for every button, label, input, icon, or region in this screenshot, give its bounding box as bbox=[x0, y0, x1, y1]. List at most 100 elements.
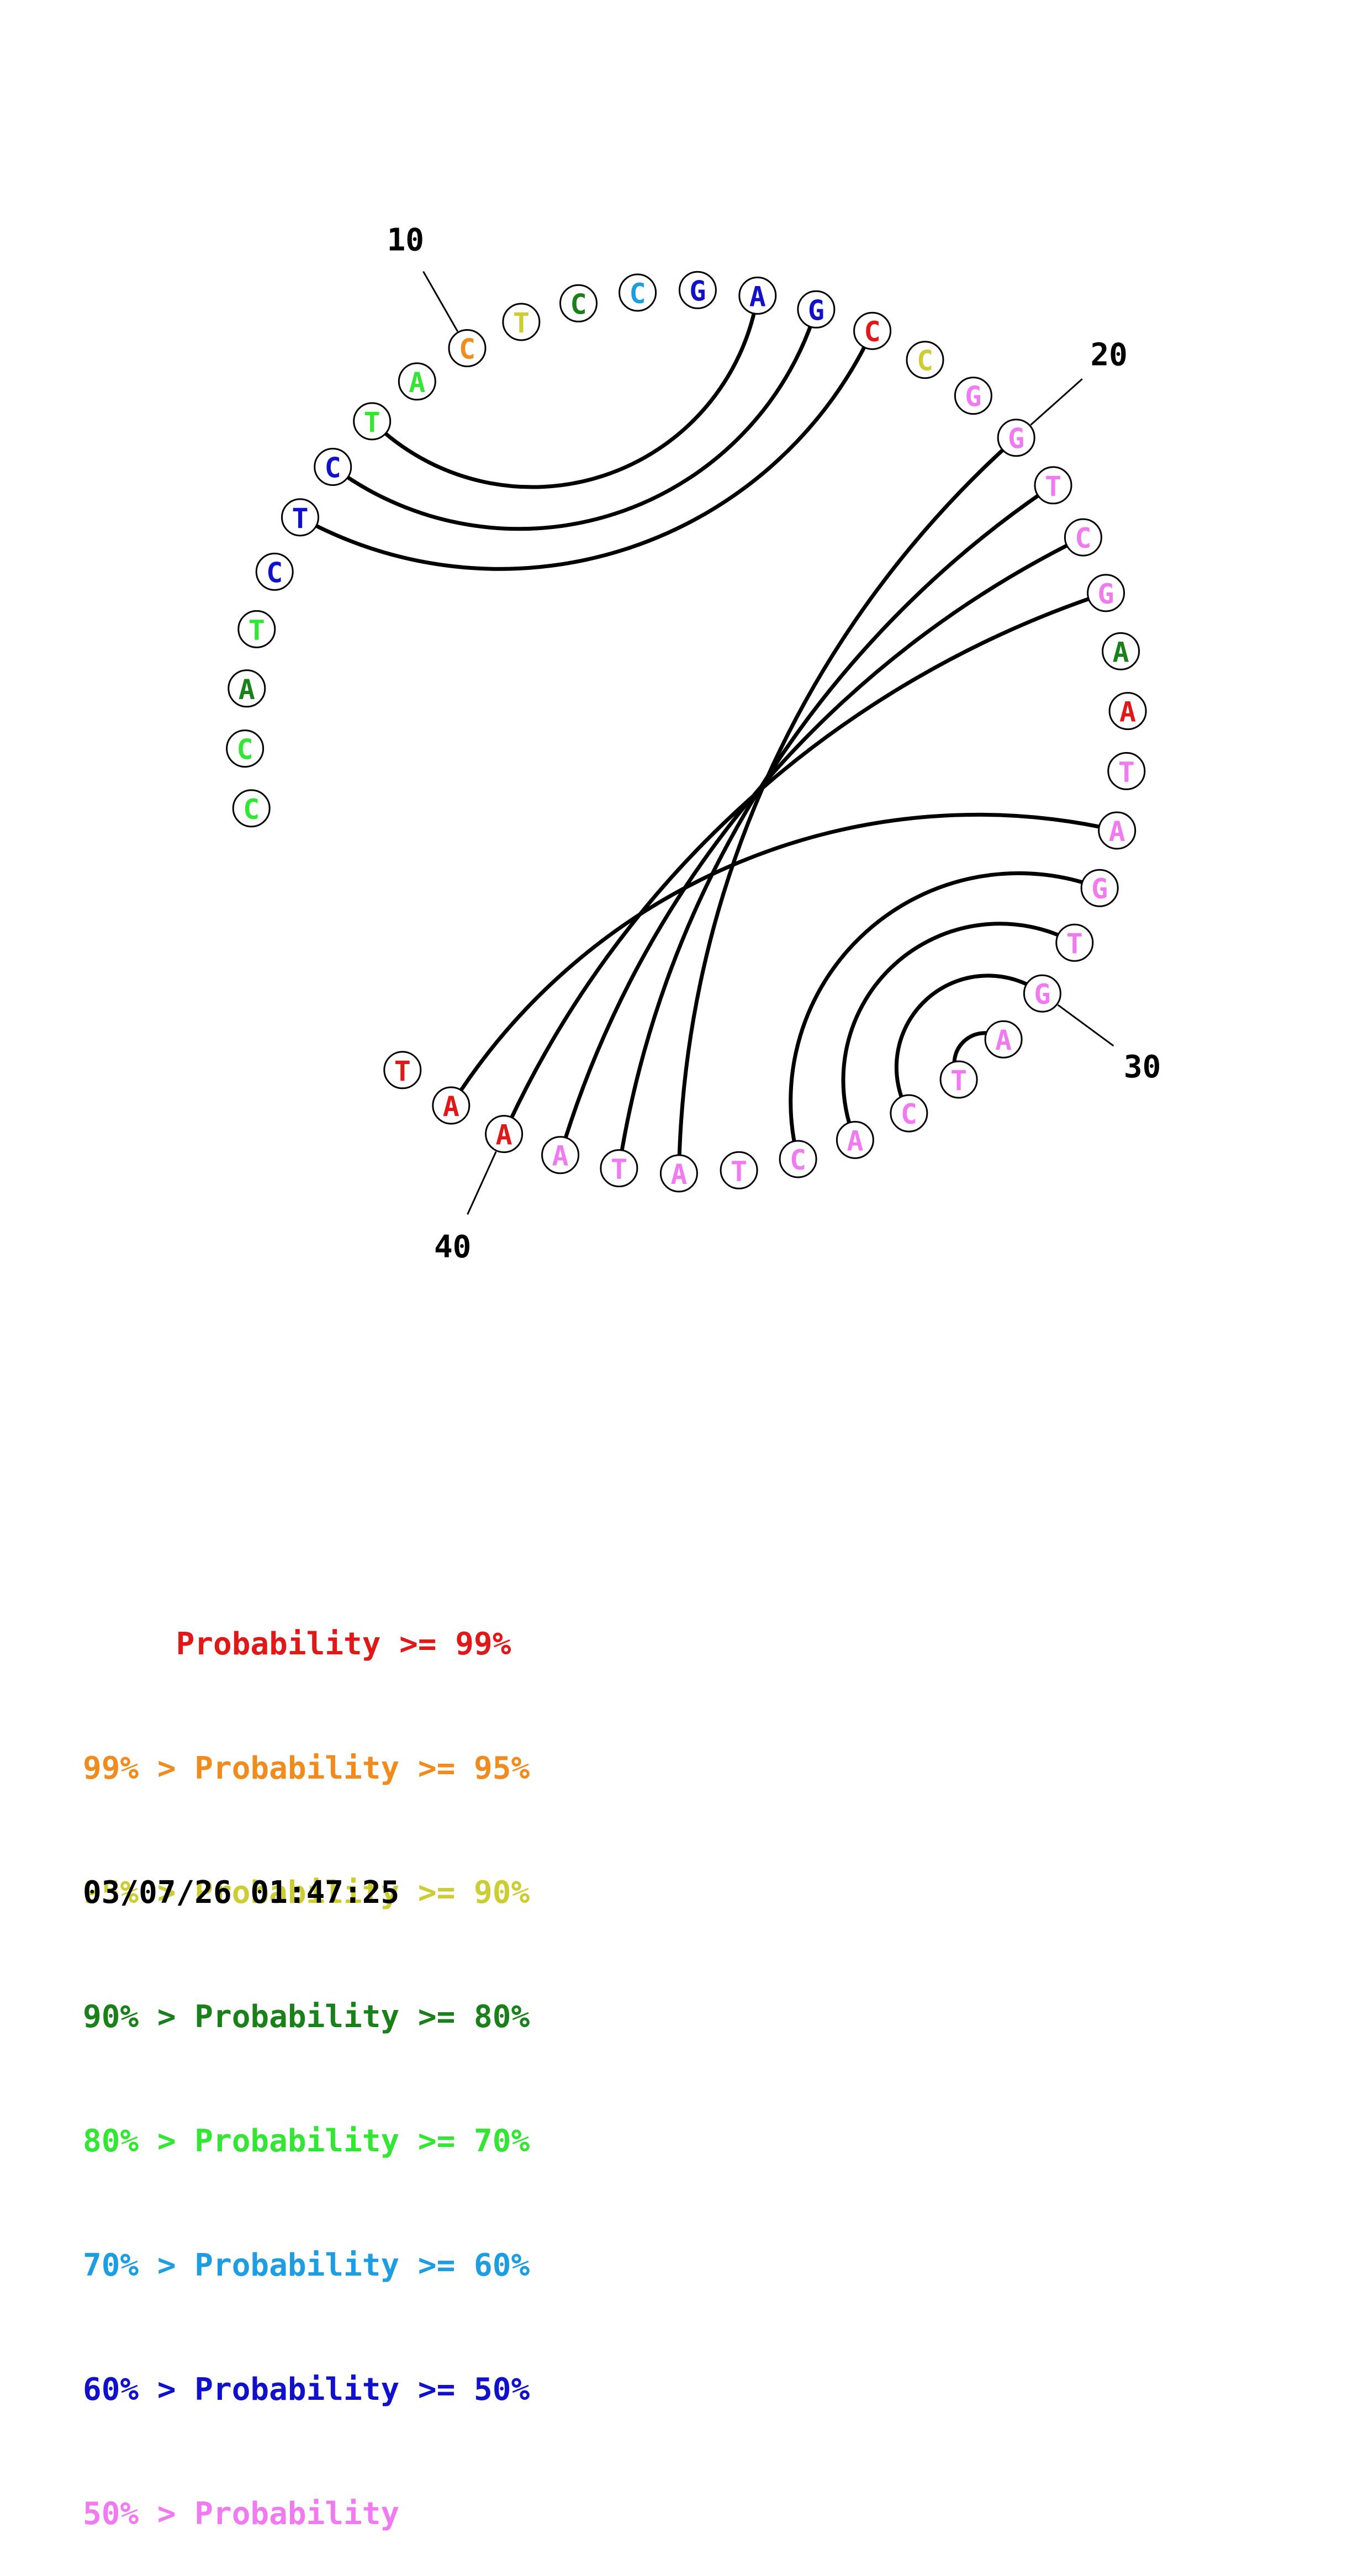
position-tick bbox=[1030, 378, 1083, 426]
nucleotide-letter: C bbox=[790, 1144, 806, 1176]
nucleotide-letter: A bbox=[443, 1091, 459, 1123]
nucleotide-circle bbox=[485, 1115, 524, 1154]
nucleotide-node: C bbox=[448, 329, 487, 367]
nucleotide-letter: A bbox=[239, 674, 255, 706]
base-pair-arc bbox=[331, 309, 818, 531]
nucleotide-circle bbox=[228, 669, 266, 708]
nucleotide-circle bbox=[997, 419, 1035, 457]
nucleotide-letter: G bbox=[1008, 423, 1024, 455]
position-label: 30 bbox=[1124, 1049, 1161, 1085]
nucleotide-node: T bbox=[1034, 466, 1072, 505]
nucleotide-node: A bbox=[228, 669, 266, 708]
nucleotide-circle bbox=[890, 1094, 928, 1133]
nucleotide-node: T bbox=[353, 402, 392, 441]
nucleotide-node: T bbox=[383, 1051, 422, 1089]
nucleotide-circle bbox=[1087, 574, 1125, 612]
nucleotide-node: A bbox=[836, 1120, 874, 1159]
legend-row-4: 80% > Probability >= 70% bbox=[83, 2123, 530, 2159]
position-label: 10 bbox=[387, 223, 424, 258]
nucleotide-circle bbox=[984, 1020, 1023, 1059]
nucleotide-node: T bbox=[502, 303, 541, 341]
nucleotide-letter: C bbox=[570, 288, 586, 320]
position-labels: 10 20 30 40 bbox=[387, 223, 1161, 1265]
nucleotide-letter: T bbox=[394, 1055, 411, 1087]
nucleotide-circle bbox=[255, 552, 294, 591]
nucleotide-circle bbox=[1064, 518, 1102, 557]
nucleotide-circle bbox=[954, 377, 992, 415]
nucleotide-letter: T bbox=[611, 1154, 627, 1186]
legend-row-3: 90% > Probability >= 80% bbox=[83, 1999, 530, 2035]
nucleotide-circle bbox=[720, 1151, 758, 1189]
base-pair-arc bbox=[371, 295, 760, 489]
nucleotide-circle bbox=[541, 1136, 580, 1175]
nucleotide-letter: C bbox=[1075, 522, 1091, 554]
nucleotide-letter: C bbox=[459, 334, 475, 366]
nucleotide-node: A bbox=[432, 1086, 471, 1125]
nucleotide-node: C bbox=[890, 1094, 928, 1133]
nucleotide-node: A bbox=[541, 1136, 580, 1175]
nucleotide-letter: T bbox=[513, 307, 530, 339]
nucleotide-circle bbox=[1034, 466, 1072, 505]
nucleotide-circle bbox=[1055, 923, 1094, 962]
nucleotide-node: A bbox=[398, 362, 436, 401]
nucleotide-letter: T bbox=[1066, 928, 1083, 960]
nucleotide-letter: C bbox=[864, 316, 881, 348]
nucleotide-circle bbox=[237, 610, 276, 648]
nucleotide-circle bbox=[448, 329, 487, 367]
nucleotide-node: A bbox=[738, 276, 777, 315]
legend-row-1: 99% > Probability >= 95% bbox=[83, 1750, 530, 1786]
nucleotide-circle bbox=[1108, 692, 1147, 731]
nucleotide-node: G bbox=[678, 271, 717, 309]
nucleotide-node: C bbox=[779, 1140, 817, 1178]
nucleotide-node: C bbox=[232, 789, 271, 828]
nucleotide-letter: C bbox=[901, 1098, 917, 1130]
timestamp: 03/07/26 01:47:25 bbox=[83, 1875, 400, 1911]
nucleotide-node: T bbox=[1107, 752, 1146, 790]
nucleotide-letter: T bbox=[731, 1155, 747, 1187]
nucleotide-circle bbox=[314, 448, 352, 486]
legend-row-5: 70% > Probability >= 60% bbox=[83, 2247, 530, 2283]
nucleotide-letter: C bbox=[630, 278, 646, 310]
nucleotide-letter: C bbox=[237, 734, 253, 766]
nucleotide-letter: A bbox=[995, 1024, 1012, 1056]
nucleotide-letter: A bbox=[749, 281, 766, 313]
nucleotide-node: G bbox=[797, 290, 836, 329]
base-pair-arc bbox=[841, 922, 1076, 1141]
nucleotide-circle bbox=[1080, 869, 1119, 907]
nucleotide-node: C bbox=[853, 311, 892, 350]
nucleotide-node: T bbox=[600, 1149, 638, 1188]
nucleotide-circle bbox=[1102, 632, 1140, 670]
base-pair-arc bbox=[449, 812, 1118, 1107]
nucleotide-node: A bbox=[1102, 632, 1140, 670]
legend-row-6: 60% > Probability >= 50% bbox=[83, 2372, 530, 2408]
nucleotide-letter: A bbox=[496, 1119, 512, 1151]
nucleotide-node: T bbox=[1055, 923, 1094, 962]
position-label: 20 bbox=[1090, 337, 1127, 373]
nucleotide-circle bbox=[906, 341, 944, 379]
nucleotide-node: G bbox=[1080, 869, 1119, 907]
nucleotide-circle bbox=[1107, 752, 1146, 790]
nucleotide-letter: T bbox=[950, 1065, 967, 1097]
nucleotide-node: C bbox=[559, 284, 598, 322]
nucleotide-letter: T bbox=[1045, 470, 1061, 502]
position-tick bbox=[1057, 1004, 1114, 1047]
nucleotide-node: G bbox=[954, 377, 992, 415]
nucleotide-circle bbox=[659, 1154, 698, 1193]
nucleotide-node: C bbox=[226, 729, 265, 768]
nucleotide-node: C bbox=[619, 273, 657, 312]
nucleotide-letter: A bbox=[1119, 696, 1136, 728]
nucleotide-letter: G bbox=[1091, 873, 1108, 905]
base-pair-arc bbox=[502, 591, 1107, 1135]
nucleotide-circle bbox=[853, 311, 892, 350]
nucleotide-node: G bbox=[1087, 574, 1125, 612]
nucleotide-circle bbox=[353, 402, 392, 441]
nucleotide-circle bbox=[678, 271, 717, 309]
nucleotide-circle bbox=[232, 789, 271, 828]
nucleotide-node: C bbox=[1064, 518, 1102, 557]
nucleotide-letter: C bbox=[243, 794, 260, 826]
nucleotide-letter: G bbox=[808, 294, 824, 326]
position-tick bbox=[467, 1151, 497, 1215]
nucleotide-node: C bbox=[906, 341, 944, 379]
